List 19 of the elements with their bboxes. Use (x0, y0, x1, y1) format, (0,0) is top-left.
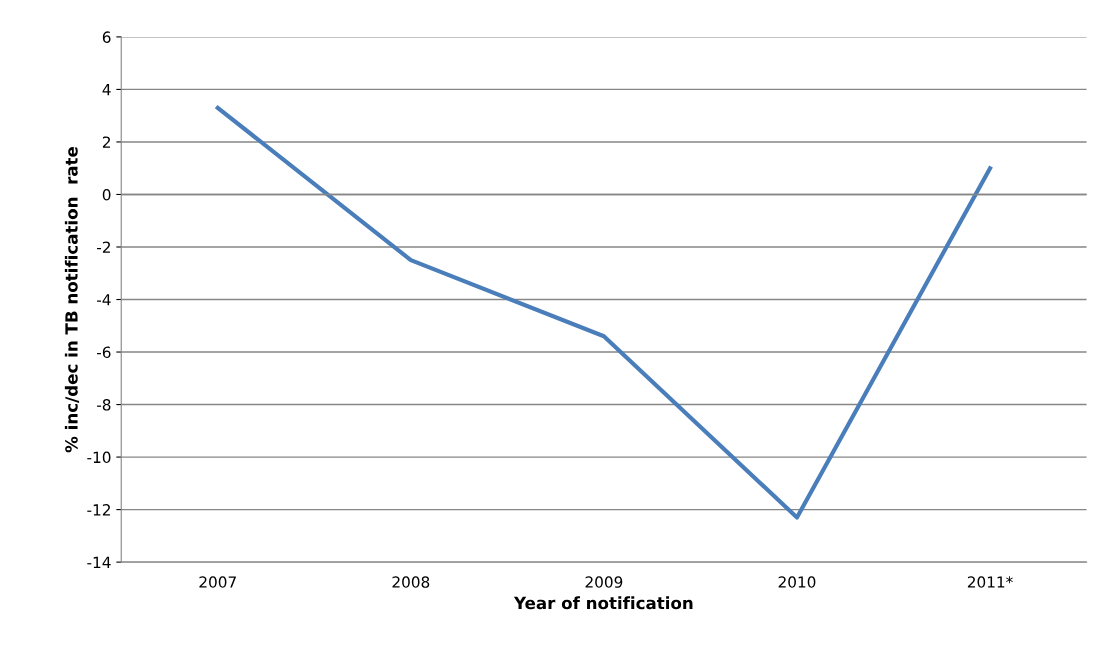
y-tick-label: -14 (87, 556, 111, 568)
y-tick-label: 4 (102, 84, 111, 96)
x-tick-label: 2011* (967, 576, 1013, 588)
y-tick-label: 2 (102, 136, 110, 148)
x-tick-label: 2009 (585, 576, 623, 588)
x-axis-title: Year of notification (513, 596, 693, 610)
y-tick-label: 0 (102, 188, 111, 201)
line-series (215, 105, 993, 520)
x-tick-label: 2010 (778, 576, 816, 588)
y-tick-label: -2 (97, 241, 110, 253)
y-tick-label: -12 (87, 504, 110, 516)
y-axis-title: % inc/dec in TB notification rate (64, 147, 80, 453)
y-tick-label: -10 (87, 451, 111, 464)
y-tick-label: -8 (97, 399, 111, 411)
y-tick-label: -6 (97, 346, 111, 359)
x-tick-label: 2008 (392, 576, 430, 588)
y-tick-label: -4 (97, 294, 111, 306)
y-tick-label: 6 (102, 31, 111, 43)
x-tick-label: 2007 (199, 576, 236, 588)
